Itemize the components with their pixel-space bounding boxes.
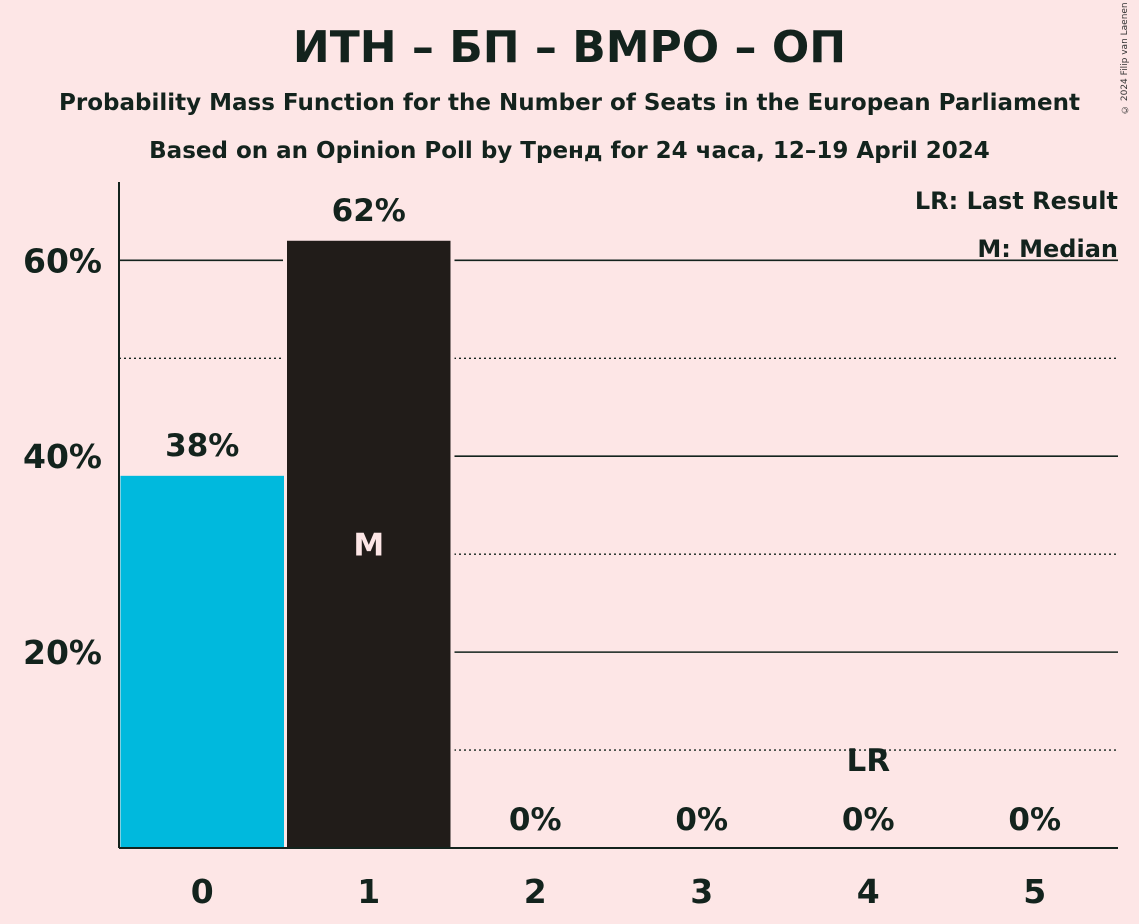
y-tick-label: 60% bbox=[23, 241, 102, 280]
x-tick-label: 2 bbox=[524, 872, 547, 911]
chart-subtitle: Probability Mass Function for the Number… bbox=[59, 90, 1080, 116]
bar-value-label: 0% bbox=[675, 802, 728, 838]
bar-value-label: 0% bbox=[509, 802, 562, 838]
last-result-marker: LR bbox=[846, 743, 890, 779]
bar-value-label: 38% bbox=[165, 428, 239, 464]
axis-layer: 20% 40% 60% 0 1 2 3 4 5 bbox=[23, 182, 1118, 911]
label-layer: 38% 62% 0% 0% 0% 0% M LR bbox=[165, 193, 1061, 838]
bar-seat-0 bbox=[120, 475, 284, 848]
chart-title: ИТН – БП – ВМРО – ОП bbox=[292, 22, 847, 73]
x-tick-label: 1 bbox=[357, 872, 380, 911]
legend-median: M: Median bbox=[977, 235, 1118, 263]
x-tick-label: 4 bbox=[857, 872, 880, 911]
bar-value-label: 0% bbox=[1008, 802, 1061, 838]
bar-seat-1 bbox=[287, 240, 451, 848]
bar-value-label: 62% bbox=[332, 193, 406, 229]
legend-last-result: LR: Last Result bbox=[915, 187, 1118, 215]
x-tick-label: 0 bbox=[191, 872, 214, 911]
y-tick-label: 20% bbox=[23, 633, 102, 672]
x-tick-label: 5 bbox=[1023, 872, 1046, 911]
y-tick-label: 40% bbox=[23, 437, 102, 476]
median-marker: M bbox=[353, 527, 384, 563]
chart-source: Based on an Opinion Poll by Тренд for 24… bbox=[149, 138, 990, 164]
x-tick-label: 3 bbox=[690, 872, 713, 911]
bar-value-label: 0% bbox=[842, 802, 895, 838]
bar-layer bbox=[116, 216, 455, 848]
